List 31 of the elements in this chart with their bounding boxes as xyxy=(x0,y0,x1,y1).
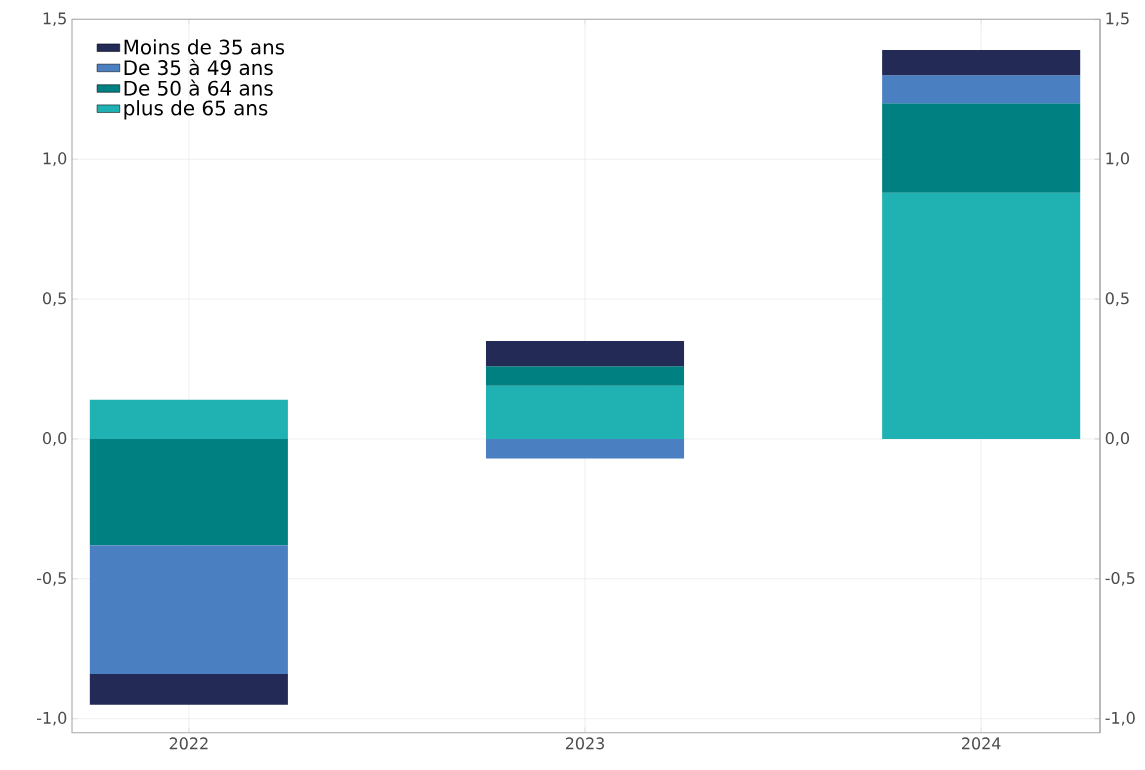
bar xyxy=(485,341,685,367)
legend-label: De 50 à 64 ans xyxy=(124,79,273,96)
y-tick-label: -1,0 xyxy=(36,711,67,726)
x-tick-label: 2024 xyxy=(962,737,1001,750)
bar xyxy=(89,545,288,674)
bar xyxy=(882,192,1081,439)
y2-tick-label: -1,0 xyxy=(1105,711,1135,726)
legend-label: De 35 à 49 ans xyxy=(124,58,273,76)
y-tick-label: 0,0 xyxy=(43,432,67,446)
bar xyxy=(882,50,1081,76)
y2-tick-label: 1,5 xyxy=(1106,12,1129,27)
x-tick-label: 2022 xyxy=(169,737,208,750)
y2-tick-label: 0,0 xyxy=(1105,432,1130,446)
legend-label: Moins de 35 ans xyxy=(124,39,285,55)
y2-tick-label: 0,5 xyxy=(1105,292,1129,306)
bar xyxy=(89,399,288,439)
bar xyxy=(485,385,685,439)
y2-tick-label: -0,5 xyxy=(1105,571,1135,586)
bar xyxy=(89,438,288,546)
bar xyxy=(485,366,685,386)
y2-tick-label: 1,0 xyxy=(1106,152,1130,167)
bar xyxy=(89,673,288,705)
x-tick-label: 2023 xyxy=(565,737,604,750)
bar xyxy=(485,438,685,459)
y-tick-label: 0,5 xyxy=(43,292,66,306)
legend-label: plus de 65 ans xyxy=(124,100,268,120)
bar xyxy=(882,75,1081,104)
bar xyxy=(882,103,1081,193)
y-tick-label: 1,0 xyxy=(43,152,67,167)
y-tick-label: -0,5 xyxy=(36,571,66,586)
y-tick-label: 1,5 xyxy=(43,12,66,27)
